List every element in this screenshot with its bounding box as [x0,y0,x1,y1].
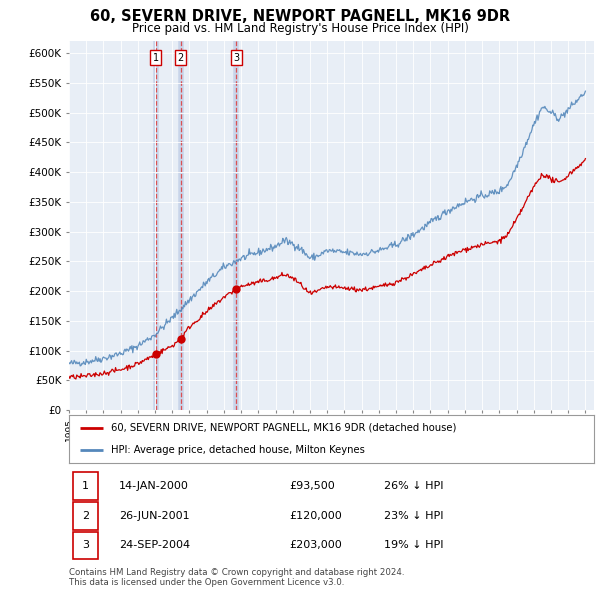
Text: 60, SEVERN DRIVE, NEWPORT PAGNELL, MK16 9DR (detached house): 60, SEVERN DRIVE, NEWPORT PAGNELL, MK16 … [111,423,457,433]
Text: Price paid vs. HM Land Registry's House Price Index (HPI): Price paid vs. HM Land Registry's House … [131,22,469,35]
Text: 2: 2 [82,511,89,520]
Text: 26% ↓ HPI: 26% ↓ HPI [384,481,443,491]
FancyBboxPatch shape [73,472,98,500]
Text: 26-JUN-2001: 26-JUN-2001 [119,511,190,520]
Text: 60, SEVERN DRIVE, NEWPORT PAGNELL, MK16 9DR: 60, SEVERN DRIVE, NEWPORT PAGNELL, MK16 … [90,9,510,24]
Text: £120,000: £120,000 [290,511,342,520]
Text: £93,500: £93,500 [290,481,335,491]
Text: 2: 2 [178,53,184,63]
Text: 19% ↓ HPI: 19% ↓ HPI [384,540,443,550]
Text: 23% ↓ HPI: 23% ↓ HPI [384,511,443,520]
Text: HPI: Average price, detached house, Milton Keynes: HPI: Average price, detached house, Milt… [111,445,365,455]
Text: 14-JAN-2000: 14-JAN-2000 [119,481,189,491]
Text: 1: 1 [152,53,159,63]
Text: 3: 3 [233,53,239,63]
Text: Contains HM Land Registry data © Crown copyright and database right 2024.
This d: Contains HM Land Registry data © Crown c… [69,568,404,587]
Text: £203,000: £203,000 [290,540,342,550]
Text: 1: 1 [82,481,89,491]
FancyBboxPatch shape [73,502,98,530]
Text: 24-SEP-2004: 24-SEP-2004 [119,540,190,550]
FancyBboxPatch shape [73,532,98,559]
Text: 3: 3 [82,540,89,550]
